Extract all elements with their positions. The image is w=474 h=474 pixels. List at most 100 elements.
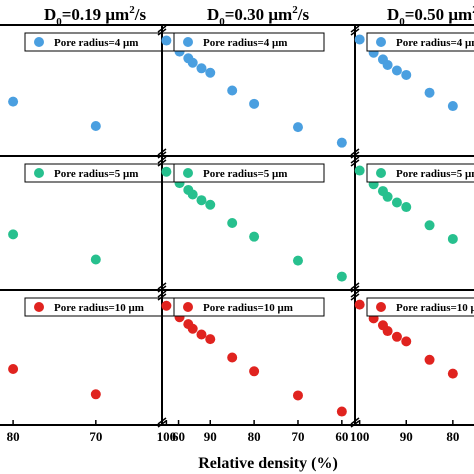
axis-break-2-1-0 xyxy=(157,290,167,298)
legend-label-r1-c0: Pore radius=5 μm xyxy=(54,168,138,180)
data-point-r0-c1-8 xyxy=(292,122,303,133)
legend-box-r2-c1 xyxy=(173,297,325,317)
data-point-r1-c2-7 xyxy=(447,233,458,244)
x-axis-title: Relative density (%) xyxy=(198,455,338,472)
x-tick-label-1-3: 70 xyxy=(291,429,304,444)
data-point-r0-c1-7 xyxy=(249,98,260,109)
data-point-r0-c2-6 xyxy=(424,87,435,98)
data-point-r0-c1-9 xyxy=(336,137,347,148)
x-tick-label-1-2: 80 xyxy=(248,429,261,444)
legend-marker-r1-c2 xyxy=(376,168,386,178)
data-point-r1-c2-4 xyxy=(391,197,402,208)
legend-marker-r0-c2 xyxy=(376,37,386,47)
axis-break-b-2-1-0 xyxy=(157,293,167,301)
data-point-r1-c2-0 xyxy=(354,165,365,176)
data-point-r1-c1-8 xyxy=(292,255,303,266)
legend-marker-r0-c1 xyxy=(183,37,193,47)
data-point-r2-c2-7 xyxy=(447,368,458,379)
data-point-r2-c2-4 xyxy=(391,331,402,342)
axis-break-0-2-1 xyxy=(350,148,360,156)
data-point-r1-c0-7 xyxy=(8,229,19,240)
legend-label-r1-c1: Pore radius=5 μm xyxy=(203,168,287,180)
column-title-1: D0=0.30 μm2/s xyxy=(207,4,310,28)
data-point-r0-c1-3 xyxy=(187,57,198,68)
data-point-r2-c1-9 xyxy=(336,406,347,417)
x-tick-label-0-2: 70 xyxy=(89,429,102,444)
column-title-0: D0=0.19 μm2/s xyxy=(44,4,147,28)
data-point-r2-c1-3 xyxy=(187,323,198,334)
axis-break-b-1-2-0 xyxy=(350,159,360,167)
x-tick-label-1-1: 90 xyxy=(204,429,217,444)
legend-marker-r2-c2 xyxy=(376,302,386,312)
axis-break-2-2-1 xyxy=(350,417,360,425)
axis-break-0-1-0 xyxy=(157,25,167,33)
legend-box-r0-c2 xyxy=(366,32,474,52)
legend-box-r2-c2 xyxy=(366,297,474,317)
data-point-r0-c1-4 xyxy=(196,63,207,74)
data-point-r2-c1-5 xyxy=(205,334,216,345)
x-tick-label-1-0: 100 xyxy=(157,429,177,444)
axis-break-0-2-0 xyxy=(350,25,360,33)
legend-label-r2-c1: Pore radius=10 μm xyxy=(203,302,293,314)
axis-break-b-1-1-0 xyxy=(157,159,167,167)
data-point-r1-c1-6 xyxy=(227,218,238,228)
panel-r2-c2-frame xyxy=(354,289,474,426)
data-point-r0-c0-8 xyxy=(90,121,101,132)
legend-box-r1-c2 xyxy=(366,163,474,183)
data-point-r2-c2-0 xyxy=(354,299,365,310)
data-point-r2-c1-6 xyxy=(227,352,238,363)
data-point-r1-c2-3 xyxy=(382,191,393,202)
axis-break-0-1-1 xyxy=(157,148,167,156)
axis-break-b-0-2-0 xyxy=(350,28,360,36)
legend-label-r2-c2: Pore radius=10 μm xyxy=(396,302,474,314)
legend-label-r0-c1: Pore radius=4 μm xyxy=(203,37,287,49)
data-point-r1-c1-7 xyxy=(249,231,260,242)
data-point-r2-c1-7 xyxy=(249,366,260,377)
legend-marker-r2-c0 xyxy=(34,302,44,312)
data-point-r2-c2-6 xyxy=(424,354,435,365)
legend-label-r0-c2: Pore radius=4 μm xyxy=(396,37,474,49)
data-point-r1-c0-8 xyxy=(90,254,101,265)
x-tick-label-1-4: 60 xyxy=(335,429,348,444)
data-point-r1-c2-5 xyxy=(401,202,412,213)
legend-box-r0-c1 xyxy=(173,32,325,52)
legend-marker-r2-c1 xyxy=(183,302,193,312)
data-point-r1-c1-3 xyxy=(187,189,198,200)
data-point-r0-c1-6 xyxy=(227,85,238,96)
x-tick-label-0-3: 60 xyxy=(172,429,185,444)
legend-label-r0-c0: Pore radius=4 μm xyxy=(54,37,138,49)
data-point-r1-c1-4 xyxy=(196,195,207,206)
x-tick-label-2-2: 80 xyxy=(446,429,459,444)
legend-marker-r1-c1 xyxy=(183,168,193,178)
data-point-r0-c1-0 xyxy=(161,35,172,46)
axis-break-1-2-0 xyxy=(350,156,360,164)
x-tick-label-0-1: 80 xyxy=(7,429,20,444)
axis-break-b-2-2-0 xyxy=(350,293,360,301)
legend-marker-r1-c0 xyxy=(34,168,44,178)
legend-marker-r0-c0 xyxy=(34,37,44,47)
data-point-r2-c0-8 xyxy=(90,389,101,400)
legend-label-r1-c2: Pore radius=5 μm xyxy=(396,168,474,180)
x-tick-label-2-1: 90 xyxy=(400,429,413,444)
legend-box-r1-c1 xyxy=(173,163,325,183)
data-point-r2-c1-4 xyxy=(196,329,207,340)
data-point-r0-c2-4 xyxy=(391,65,402,76)
legend-label-r2-c0: Pore radius=10 μm xyxy=(54,302,144,314)
axis-break-1-2-1 xyxy=(350,282,360,290)
data-point-r0-c0-7 xyxy=(8,96,19,107)
axis-break-2-2-0 xyxy=(350,290,360,298)
data-point-r1-c2-6 xyxy=(424,220,435,231)
data-point-r1-c1-5 xyxy=(205,199,216,210)
data-point-r0-c2-3 xyxy=(382,59,393,70)
data-point-r0-c2-0 xyxy=(354,34,365,45)
axis-break-b-2-2-1 xyxy=(350,420,360,428)
data-point-r2-c2-5 xyxy=(401,336,412,347)
axis-break-2-1-1 xyxy=(157,417,167,425)
data-point-r0-c2-7 xyxy=(447,101,458,112)
data-point-r1-c1-0 xyxy=(161,166,172,177)
column-title-2: D0=0.50 μm2/s xyxy=(387,4,474,28)
data-point-r2-c1-0 xyxy=(161,300,172,311)
axis-break-b-0-1-0 xyxy=(157,28,167,36)
axis-break-1-1-1 xyxy=(157,282,167,290)
